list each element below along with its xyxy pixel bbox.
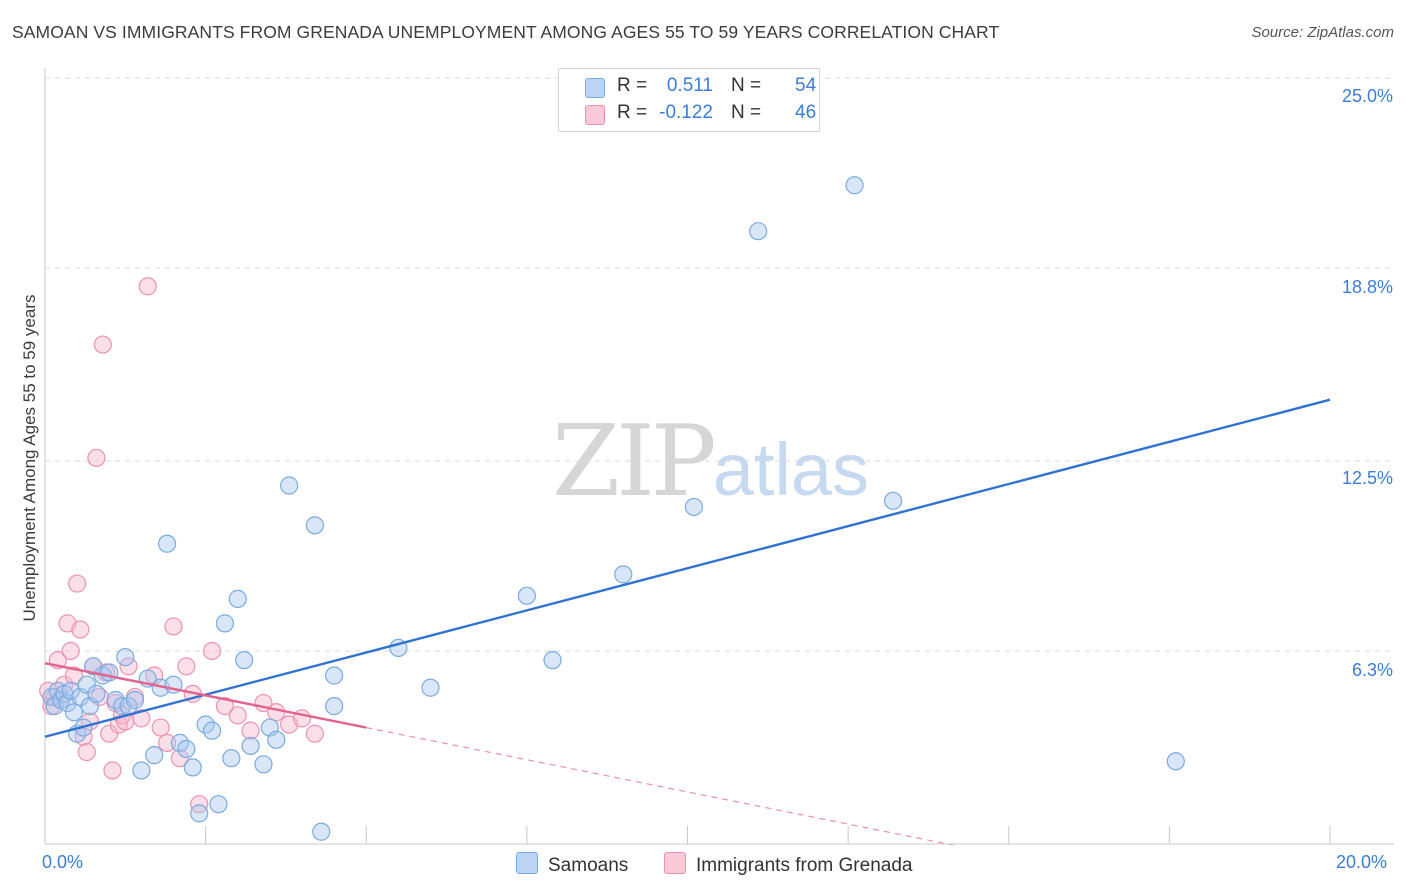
legend-label: Immigrants from Grenada xyxy=(696,855,913,876)
y-tick-label: 18.8% xyxy=(1341,277,1393,297)
grenada-point xyxy=(151,718,170,737)
grenada-swatch xyxy=(585,105,605,125)
samoan-point xyxy=(280,476,299,495)
samoan-point xyxy=(177,739,196,759)
samoan-point xyxy=(614,565,633,584)
samoan-point xyxy=(325,697,344,716)
y-tick-label: 25.0% xyxy=(1341,86,1393,106)
grenada-point xyxy=(267,703,286,722)
samoan-point xyxy=(235,651,254,670)
grenada-point xyxy=(215,697,234,716)
grenada-point xyxy=(228,706,247,725)
grenada-point xyxy=(132,709,151,728)
samoan-point xyxy=(267,730,286,749)
samoans-trend-line xyxy=(44,398,1331,738)
plot-bottom-mask xyxy=(0,845,1406,892)
n-value: 46 xyxy=(795,102,817,123)
x-tick-label: 0.0% xyxy=(42,852,84,872)
samoan-point xyxy=(202,721,222,740)
y-tick-label: 6.3% xyxy=(1351,660,1393,680)
legend-item-grenada: Immigrants from Grenada xyxy=(664,852,912,877)
grenada-point xyxy=(177,657,196,676)
samoan-point xyxy=(61,681,80,700)
samoan-point xyxy=(84,657,103,676)
grenada-point xyxy=(103,761,122,780)
samoan-point xyxy=(125,690,145,710)
chart-title: SAMOAN VS IMMIGRANTS FROM GRENADA UNEMPL… xyxy=(12,22,1000,42)
grenada-point xyxy=(100,724,119,743)
grenada-point xyxy=(93,335,112,354)
grenada-point xyxy=(241,721,260,740)
samoan-point xyxy=(77,675,96,694)
source-label: Source: ZipAtlas.com xyxy=(1251,24,1394,41)
samoan-point xyxy=(305,516,324,535)
samoan-point xyxy=(215,614,234,633)
samoan-point xyxy=(325,666,344,685)
samoan-point xyxy=(157,534,177,553)
samoan-point xyxy=(421,678,440,697)
samoan-point xyxy=(222,749,241,768)
r-label: R = xyxy=(617,75,648,96)
samoans-swatch xyxy=(585,78,605,98)
x-tick-label: 20.0% xyxy=(1336,852,1388,872)
grenada-point xyxy=(64,666,84,685)
r-label: R = xyxy=(617,102,648,123)
grenada-point xyxy=(170,749,190,768)
n-label: N = xyxy=(731,75,762,96)
grenada-point xyxy=(87,448,106,468)
grenada-legend-swatch xyxy=(664,852,686,874)
grenada-point xyxy=(61,641,80,661)
n-label: N = xyxy=(731,102,762,123)
samoan-point xyxy=(1166,752,1185,771)
samoan-point xyxy=(312,822,331,841)
y-axis-label: Unemployment Among Ages 55 to 59 years xyxy=(20,294,39,622)
samoan-point xyxy=(749,222,768,241)
samoan-point xyxy=(132,761,151,780)
r-value: -0.122 xyxy=(659,102,713,123)
samoan-point xyxy=(543,651,562,670)
legend-label: Samoans xyxy=(548,855,629,876)
samoan-point xyxy=(228,589,247,608)
grenada-trend-line xyxy=(44,662,367,729)
n-value: 54 xyxy=(795,75,817,96)
grenada-point xyxy=(164,617,183,636)
grenada-point xyxy=(77,742,96,762)
r-value: 0.511 xyxy=(666,75,713,96)
samoan-point xyxy=(241,736,260,756)
grenada-point xyxy=(68,574,87,593)
y-tick-label: 12.5% xyxy=(1341,468,1393,488)
grenada-point xyxy=(202,641,222,661)
samoan-point xyxy=(64,703,84,722)
samoan-point xyxy=(183,758,202,777)
grenada-point xyxy=(157,733,177,752)
samoan-point xyxy=(145,746,164,765)
grenada-point xyxy=(71,620,90,639)
samoan-point xyxy=(517,586,536,605)
watermark-atlas: atlas xyxy=(712,428,870,511)
samoan-point xyxy=(190,804,209,823)
samoan-point xyxy=(684,497,704,517)
samoan-point xyxy=(254,755,273,774)
grenada-point xyxy=(190,795,209,814)
samoan-point xyxy=(209,795,228,814)
legend-item-samoans: Samoans xyxy=(516,852,628,877)
samoan-point xyxy=(116,647,135,667)
samoan-point xyxy=(87,684,106,703)
grenada-point xyxy=(305,724,324,743)
samoan-point xyxy=(883,491,903,510)
correlation-legend: R = 0.511 N = 54 R = -0.122 N = 46 xyxy=(558,68,820,132)
grenada-point xyxy=(138,277,157,296)
samoans-legend-swatch xyxy=(516,852,538,874)
samoan-point xyxy=(845,176,864,195)
